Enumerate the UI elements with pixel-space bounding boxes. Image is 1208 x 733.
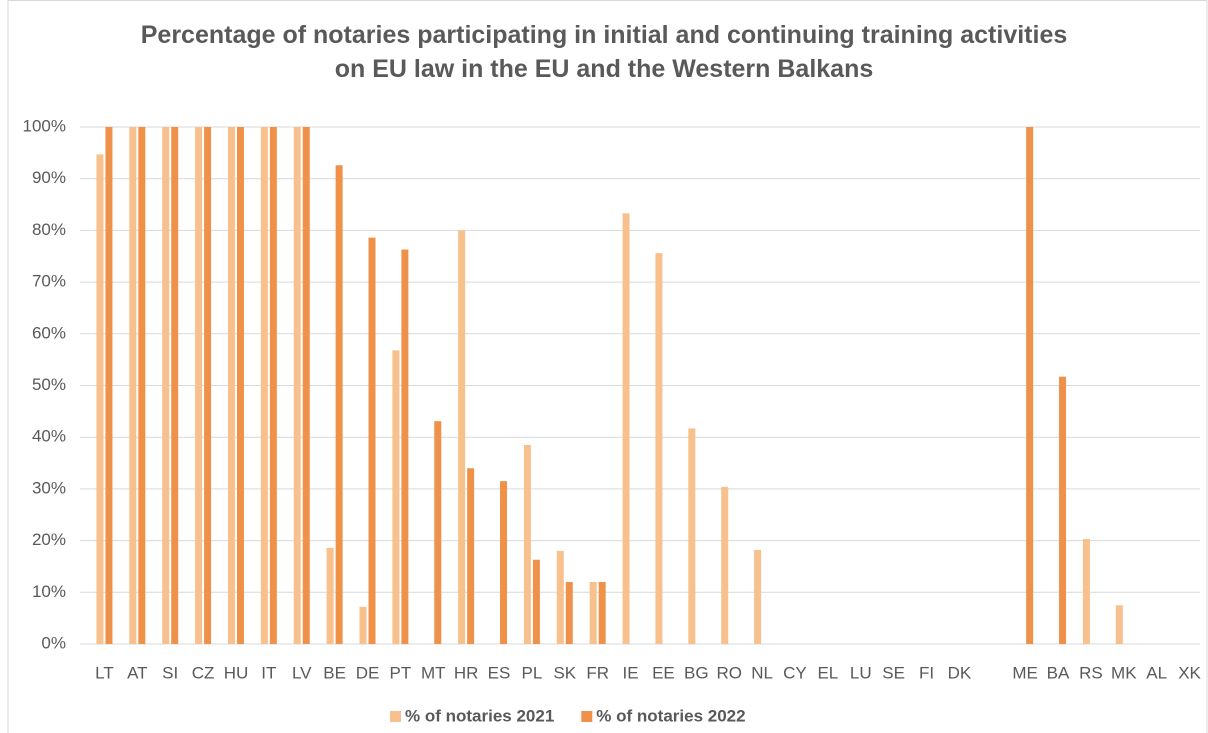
chart-border [7,0,1208,733]
bar [598,581,606,644]
x-tick-label: HR [454,663,479,682]
bar [721,486,729,644]
x-tick-label: IE [623,663,639,682]
x-tick-label: MT [421,663,446,682]
y-tick-label: 100% [23,116,66,135]
bar [467,468,475,644]
x-tick-label: EL [817,663,838,682]
bar [335,165,343,644]
bar [532,559,540,644]
x-tick-label: ES [488,663,511,682]
x-tick-label: DK [948,663,972,682]
legend-swatch [390,711,401,722]
bar [500,481,508,644]
y-tick-label: 80% [32,220,66,239]
x-tick-label: SK [553,663,576,682]
x-tick-label: LT [95,663,114,682]
bar [171,127,179,644]
bar [589,581,597,644]
x-tick-label: BA [1047,663,1070,682]
x-tick-label: BE [323,663,346,682]
x-tick-label: PT [390,663,412,682]
x-tick-label: AT [127,663,147,682]
bar [1115,605,1123,644]
y-tick-label: 70% [32,272,66,291]
bar [401,249,409,645]
bar [754,549,762,644]
bar [458,230,466,644]
x-tick-label: BG [684,663,709,682]
y-tick-label: 60% [32,323,66,342]
bar [565,581,573,644]
x-tick-label: HU [224,663,249,682]
bar [392,350,400,644]
x-tick-label: CY [783,663,807,682]
bar [105,127,113,644]
x-tick-label: ME [1012,663,1038,682]
x-tick-label: FI [919,663,934,682]
y-tick-label: 40% [32,427,66,446]
x-tick-label: DE [356,663,380,682]
bar [129,127,137,644]
x-tick-label: RO [716,663,742,682]
bar [434,421,442,644]
bar [227,127,235,644]
x-tick-label: LU [850,663,872,682]
y-tick-label: 50% [32,375,66,394]
bar [204,127,212,644]
x-tick-label: MK [1111,663,1137,682]
bar [359,606,367,644]
x-tick-label: XK [1178,663,1201,682]
chart-title: Percentage of notaries participating in … [140,21,1068,83]
y-tick-label: 0% [41,633,66,652]
y-tick-label: 20% [32,530,66,549]
legend-label: % of notaries 2021 [405,706,554,725]
bar [655,253,663,644]
bar [1082,539,1090,644]
bar [1059,376,1067,644]
bar [195,127,203,644]
bar [96,154,104,644]
x-tick-label: IT [261,663,276,682]
bar [138,127,146,644]
bar [293,127,301,644]
legend-swatch [581,711,593,722]
x-tick-label: FR [586,663,609,682]
y-tick-label: 90% [32,168,66,187]
bar [236,127,244,644]
bar [1026,127,1034,644]
x-tick-label: SI [162,663,178,682]
y-tick-label: 10% [32,582,66,601]
bar [368,237,376,644]
x-tick-label: RS [1079,663,1103,682]
x-tick-label: AL [1146,663,1167,682]
x-tick-label: PL [522,663,543,682]
bar [523,444,531,644]
bar [622,213,630,645]
bar [269,127,277,644]
bar [326,547,334,644]
y-tick-label: 30% [32,478,66,497]
bar [260,127,268,644]
x-tick-label: SE [882,663,905,682]
x-tick-label: LV [292,663,312,682]
bar [688,428,696,644]
bar [162,127,170,644]
x-tick-label: NL [751,663,773,682]
legend-label: % of notaries 2022 [596,706,745,725]
x-tick-label: EE [652,663,675,682]
bar [302,127,310,644]
x-tick-label: CZ [192,663,215,682]
bar [556,550,564,644]
